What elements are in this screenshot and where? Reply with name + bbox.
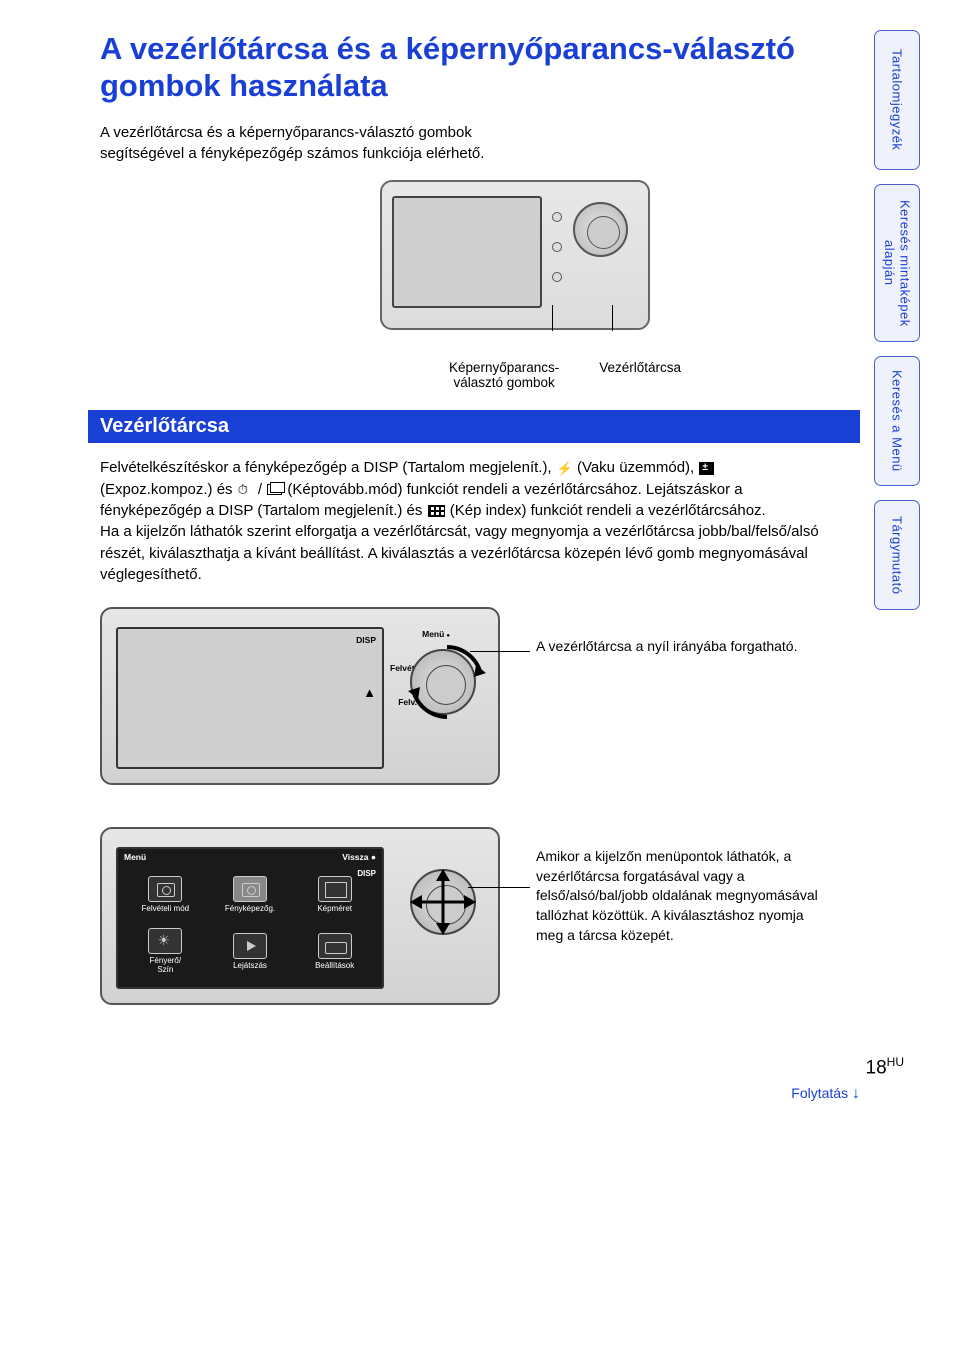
menu-item-settings: Beállítások bbox=[293, 924, 376, 979]
tab-label: Tárgymutató bbox=[890, 516, 905, 594]
menu-title: Menü bbox=[124, 852, 146, 862]
playback-icon bbox=[233, 933, 267, 959]
control-dial-icon bbox=[573, 202, 628, 257]
menu-header: Menü Vissza ● bbox=[118, 849, 382, 865]
tab-menu-search[interactable]: Keresés a Menü bbox=[874, 356, 920, 486]
image-index-icon bbox=[428, 505, 445, 517]
lcd-menu-screen: Menü Vissza ● Felvételi mód Fényképezőg.… bbox=[116, 847, 384, 989]
mountain-icon: ▲ bbox=[363, 685, 376, 700]
leader-line bbox=[468, 887, 530, 888]
lcd-screen-icon: DISP ▲ bbox=[116, 627, 384, 769]
camera-body-illustration: DISP ▲ Menü Felvételi mód Felv. tippek bbox=[100, 607, 500, 785]
text-run: Ha a kijelzőn láthatók szerint elforgatj… bbox=[100, 523, 819, 583]
menu-item-brightness: Fényerő/ Szín bbox=[124, 924, 207, 979]
flash-icon bbox=[557, 462, 572, 475]
figure-menu-navigate: Menü Vissza ● Felvételi mód Fényképezőg.… bbox=[100, 827, 830, 1017]
page-title: A vezérlőtárcsa és a képernyőparancs-vál… bbox=[100, 30, 830, 104]
menu-back-label: Vissza bbox=[342, 852, 368, 862]
diagram-callout-labels: Képernyőparancs- választó gombok Vezérlő… bbox=[300, 360, 830, 390]
continue-indicator: Folytatás ↓ bbox=[791, 1085, 860, 1103]
camera-outline-icon bbox=[148, 876, 182, 902]
tab-label: Keresés mintaképekalapján bbox=[881, 200, 912, 327]
side-nav-tabs: Tartalomjegyzék Keresés mintaképekalapjá… bbox=[874, 30, 920, 610]
lcd-screen-icon bbox=[392, 196, 542, 308]
camera-icon bbox=[233, 876, 267, 902]
disp-label: DISP bbox=[357, 869, 376, 878]
figure-caption: A vezérlőtárcsa a nyíl irányába forgatha… bbox=[536, 607, 797, 657]
text-run: (Expoz.kompoz.) és bbox=[100, 481, 237, 498]
figure-rotate-dial: DISP ▲ Menü Felvételi mód Felv. tippek bbox=[100, 607, 830, 797]
down-arrow-icon: ↓ bbox=[852, 1085, 860, 1102]
image-size-icon bbox=[318, 876, 352, 902]
body-paragraph-1: Felvételkészítéskor a fényképezőgép a DI… bbox=[100, 457, 830, 585]
soft-key-buttons-icon bbox=[552, 212, 566, 282]
text-run: (Kép index) funkciót rendeli a vezérlőtá… bbox=[446, 502, 766, 519]
control-dial-icon bbox=[410, 649, 476, 715]
section-header-bar: Vezérlőtárcsa bbox=[88, 410, 860, 443]
camera-diagram-2: DISP ▲ Menü Felvételi mód Felv. tippek bbox=[100, 607, 510, 797]
tab-sample-search[interactable]: Keresés mintaképekalapján bbox=[874, 184, 920, 342]
camera-diagram-3: Menü Vissza ● Felvételi mód Fényképezőg.… bbox=[100, 827, 510, 1017]
page-number: 18HU bbox=[866, 1055, 904, 1079]
menu-item-camera: Fényképezőg. bbox=[209, 867, 292, 922]
text-run: (Vaku üzemmód), bbox=[573, 459, 699, 476]
camera-body-illustration: Menü Vissza ● Felvételi mód Fényképezőg.… bbox=[100, 827, 500, 1005]
intro-paragraph: A vezérlőtárcsa és a képernyőparancs-vál… bbox=[100, 122, 540, 164]
camera-diagram-top bbox=[380, 180, 660, 350]
four-way-arrows-icon bbox=[408, 867, 478, 937]
soft-key-label: Menü bbox=[390, 629, 450, 639]
menu-grid: Felvételi mód Fényképezőg. Képméret Fény… bbox=[118, 865, 382, 983]
tab-label: Tartalomjegyzék bbox=[890, 49, 905, 150]
tab-label: Keresés a Menü bbox=[890, 370, 905, 472]
leader-line bbox=[470, 651, 530, 652]
continue-label: Folytatás bbox=[791, 1085, 848, 1101]
drive-mode-icon bbox=[267, 484, 282, 495]
page-number-value: 18 bbox=[866, 1057, 887, 1078]
menu-item-playback: Lejátszás bbox=[209, 924, 292, 979]
brightness-icon bbox=[148, 928, 182, 954]
tab-toc[interactable]: Tartalomjegyzék bbox=[874, 30, 920, 170]
manual-page: A vezérlőtárcsa és a képernyőparancs-vál… bbox=[0, 0, 960, 1067]
text-run: Felvételkészítéskor a fényképezőgép a DI… bbox=[100, 459, 556, 476]
callout-dial: Vezérlőtárcsa bbox=[599, 360, 681, 390]
page-lang-code: HU bbox=[887, 1055, 904, 1069]
callout-lines bbox=[550, 305, 650, 350]
exposure-comp-icon bbox=[699, 462, 714, 475]
toolbox-icon bbox=[318, 933, 352, 959]
self-timer-icon bbox=[238, 483, 253, 496]
figure-caption: Amikor a kijelzőn menüpontok láthatók, a… bbox=[536, 827, 830, 945]
menu-item-shoot-mode: Felvételi mód bbox=[124, 867, 207, 922]
tab-index[interactable]: Tárgymutató bbox=[874, 500, 920, 610]
callout-softkeys: Képernyőparancs- választó gombok bbox=[449, 360, 559, 390]
disp-label: DISP bbox=[356, 635, 376, 645]
